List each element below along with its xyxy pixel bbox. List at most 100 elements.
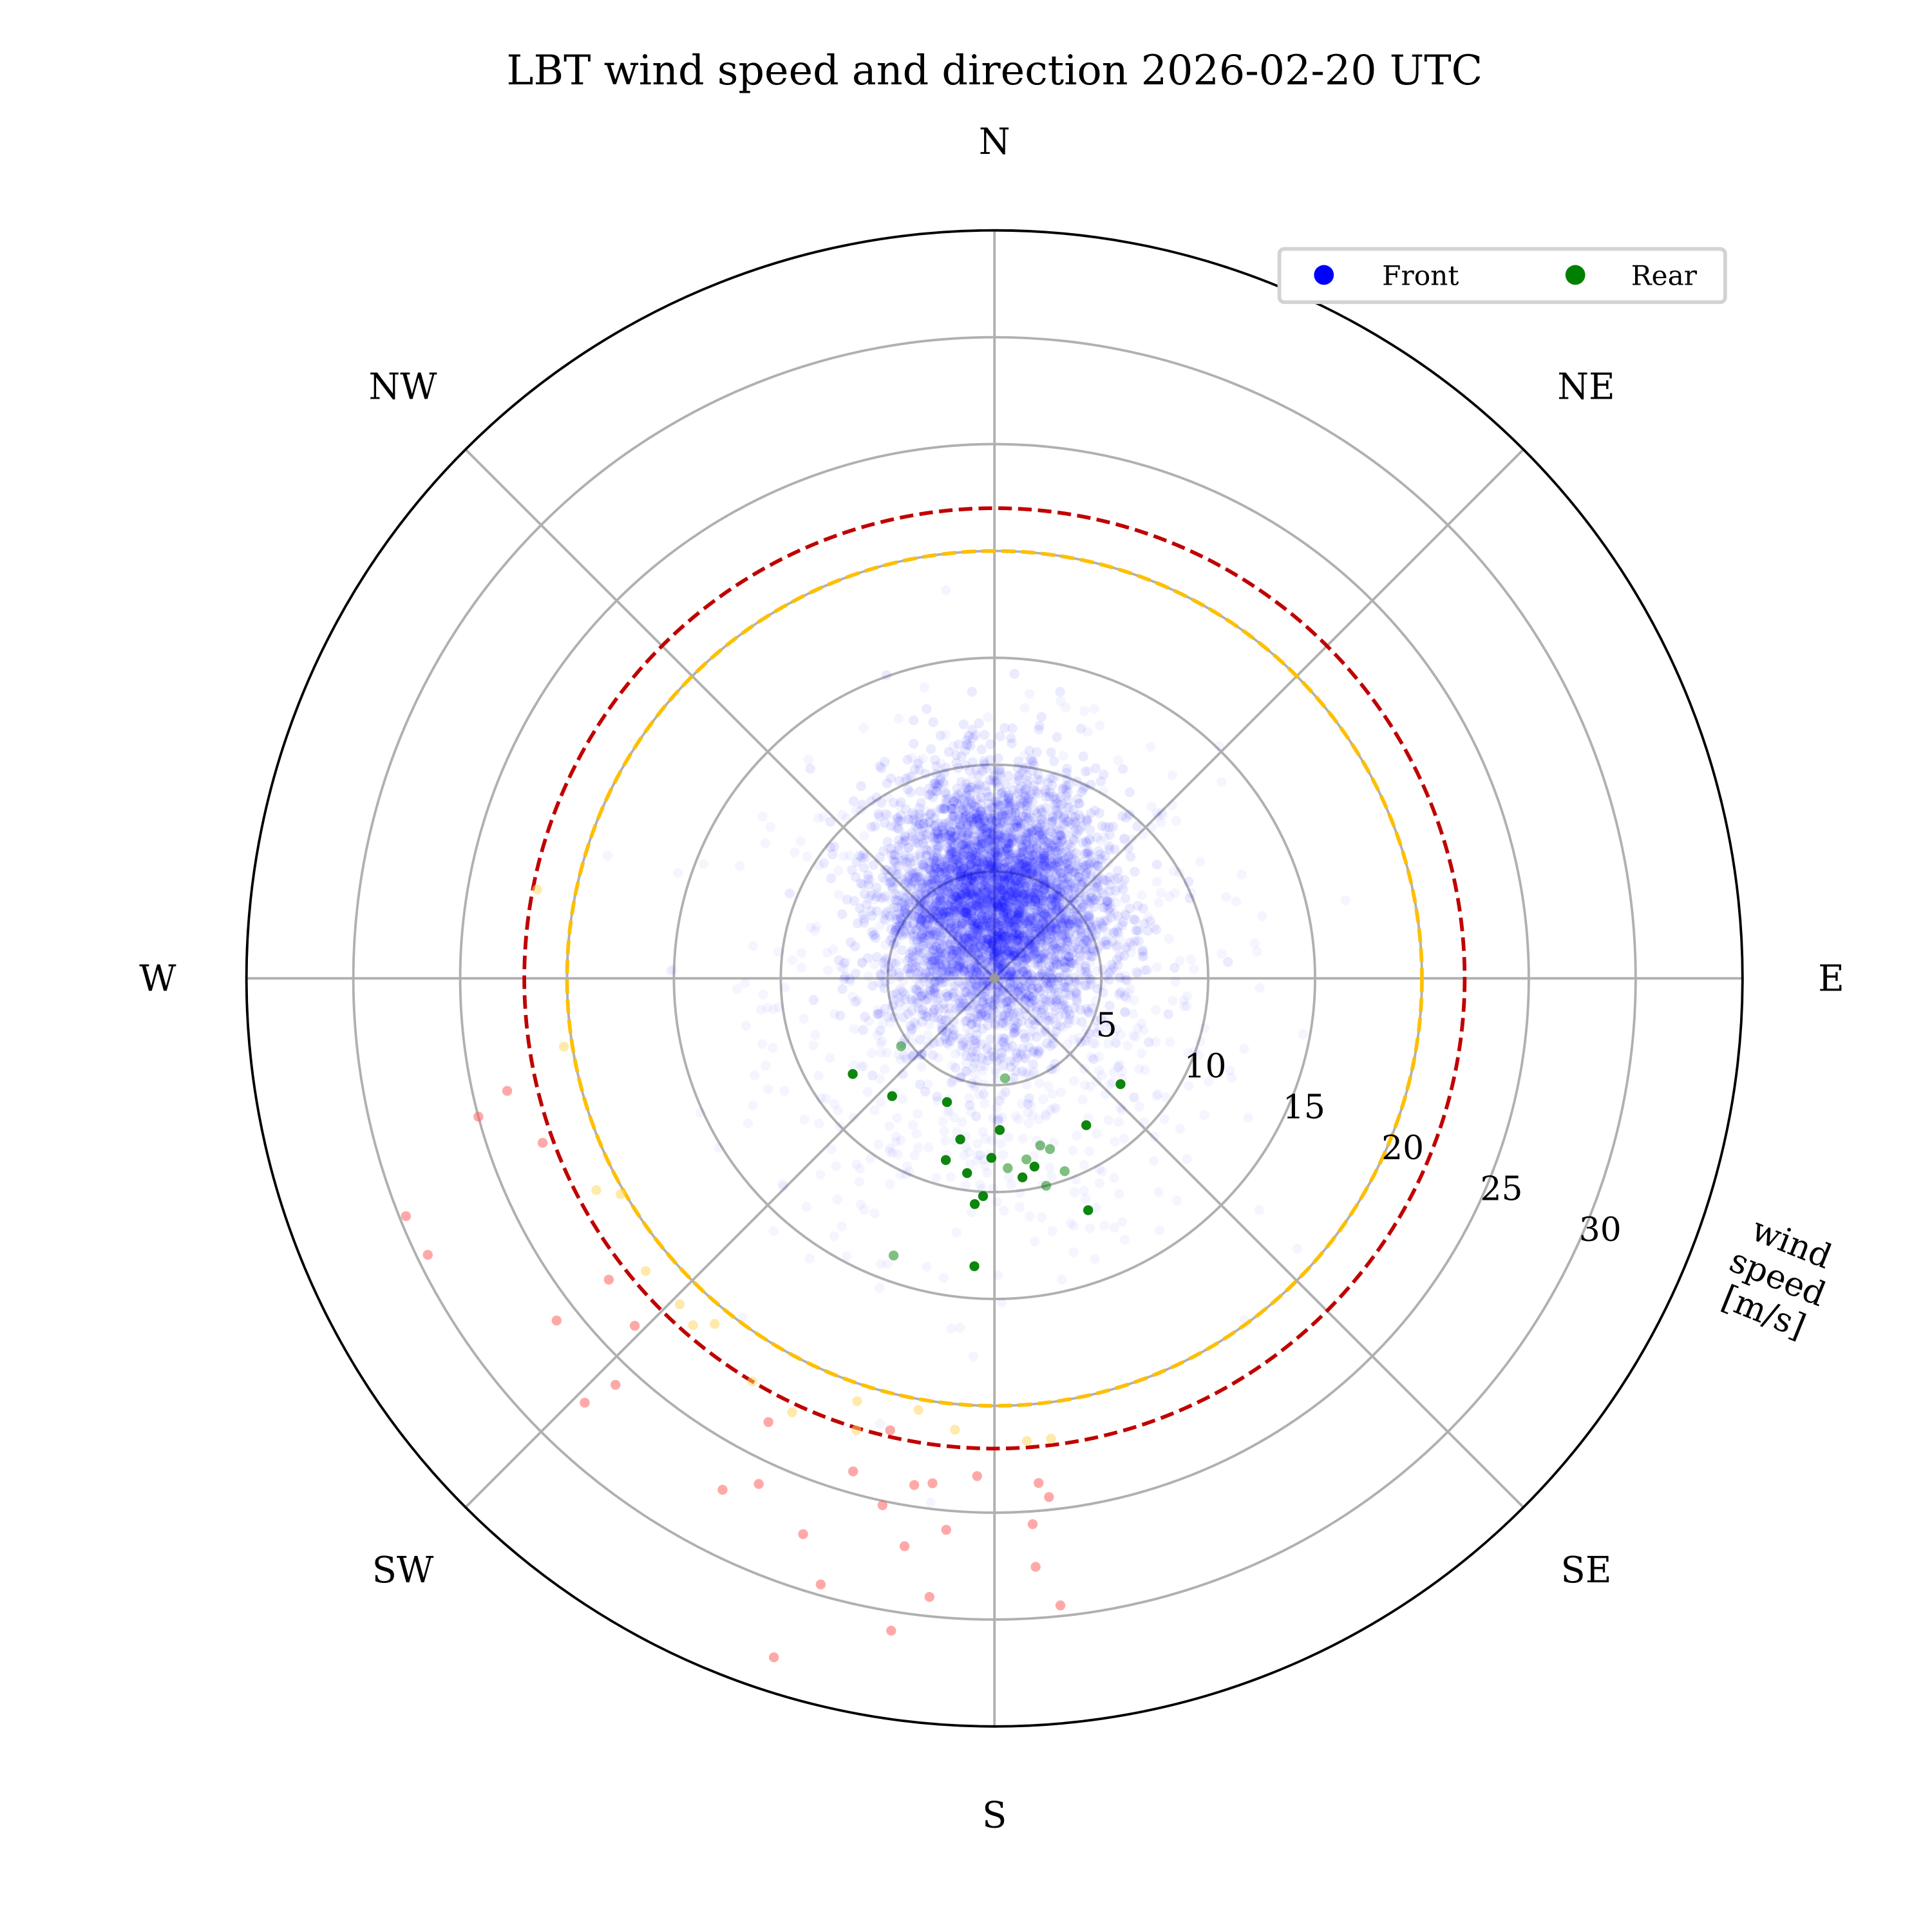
- front-point: [1022, 945, 1032, 956]
- front-point: [978, 980, 989, 990]
- front-point: [971, 901, 981, 911]
- front-point: [1066, 904, 1077, 914]
- front-point: [911, 974, 922, 985]
- front-point: [1181, 1001, 1192, 1012]
- front-point: [1004, 920, 1015, 931]
- front-point: [959, 884, 969, 895]
- front-point: [1123, 843, 1134, 853]
- front-point: [1154, 1225, 1165, 1236]
- front-point: [1034, 1078, 1045, 1088]
- front-point: [958, 1037, 969, 1048]
- front-point: [1003, 1042, 1013, 1053]
- front-point: [1032, 1045, 1043, 1056]
- front-point: [1099, 923, 1109, 933]
- front-point: [879, 983, 889, 994]
- front-point: [1151, 859, 1162, 870]
- rear-point: [1046, 1434, 1056, 1444]
- front-point: [976, 833, 987, 843]
- front-point: [1046, 827, 1056, 837]
- front-point: [1039, 880, 1050, 891]
- front-point: [1148, 922, 1159, 933]
- front-point: [1016, 1016, 1027, 1027]
- front-point: [1059, 929, 1070, 939]
- front-point: [948, 884, 958, 894]
- front-point: [1033, 960, 1043, 971]
- front-point: [961, 1066, 971, 1077]
- front-point: [939, 802, 950, 813]
- front-point: [940, 1135, 951, 1146]
- front-point: [984, 921, 995, 931]
- front-point: [915, 819, 925, 829]
- front-point: [1170, 888, 1180, 898]
- front-point: [1025, 843, 1035, 853]
- front-point: [993, 799, 1003, 810]
- front-point: [818, 811, 828, 822]
- front-point: [1031, 882, 1042, 892]
- front-point: [796, 962, 807, 973]
- front-point: [1068, 1034, 1079, 1045]
- front-point: [947, 950, 957, 960]
- front-point: [1073, 918, 1084, 929]
- front-point: [1001, 810, 1011, 820]
- front-point: [989, 952, 999, 962]
- front-point: [967, 893, 977, 904]
- front-point: [1023, 1099, 1033, 1109]
- front-point: [1063, 976, 1074, 987]
- front-point: [1005, 910, 1016, 920]
- front-point: [1101, 896, 1112, 907]
- front-point: [1036, 999, 1046, 1010]
- front-point: [904, 871, 914, 881]
- front-point: [1062, 923, 1073, 934]
- front-point: [1051, 1019, 1062, 1030]
- front-point: [1083, 896, 1094, 906]
- front-point: [1038, 981, 1049, 992]
- front-point: [942, 940, 953, 951]
- front-point: [1053, 808, 1063, 819]
- front-point: [1021, 835, 1031, 846]
- rear-point: [972, 1471, 982, 1481]
- front-point: [927, 956, 938, 966]
- front-point: [961, 987, 972, 998]
- front-point: [1103, 1115, 1113, 1125]
- front-point: [982, 828, 993, 838]
- front-point: [1113, 882, 1124, 893]
- front-point: [1087, 951, 1098, 961]
- front-point: [894, 824, 904, 835]
- front-point: [1009, 887, 1019, 897]
- front-point: [884, 1146, 895, 1157]
- front-point: [996, 1054, 1006, 1065]
- front-point: [1094, 808, 1105, 819]
- front-point: [961, 1051, 972, 1061]
- front-point: [1164, 933, 1175, 944]
- front-point: [1035, 958, 1046, 969]
- front-point: [887, 1148, 898, 1158]
- front-point: [985, 924, 995, 935]
- front-point: [1065, 1050, 1075, 1060]
- front-point: [893, 816, 904, 827]
- front-point: [936, 967, 947, 978]
- front-point: [955, 859, 966, 869]
- front-point: [1085, 957, 1095, 967]
- front-point: [1023, 939, 1034, 950]
- front-point: [1023, 944, 1034, 954]
- front-point: [1016, 1047, 1026, 1058]
- front-point: [965, 1159, 976, 1170]
- front-point: [1018, 1133, 1028, 1144]
- front-point: [1072, 793, 1083, 804]
- front-point: [1021, 963, 1031, 974]
- front-point: [940, 730, 951, 740]
- front-point: [1005, 945, 1016, 956]
- front-point: [976, 838, 987, 849]
- front-point: [942, 1027, 952, 1037]
- rear-point: [763, 1417, 773, 1427]
- front-point: [1107, 1077, 1118, 1088]
- front-point: [1036, 909, 1046, 920]
- front-point: [1153, 1187, 1164, 1197]
- front-point: [974, 718, 984, 728]
- front-point: [1052, 732, 1062, 743]
- front-point: [1038, 1094, 1048, 1104]
- front-point: [1117, 1105, 1127, 1115]
- front-point: [835, 1010, 846, 1021]
- front-point: [959, 933, 969, 943]
- rear-point: [941, 1524, 952, 1535]
